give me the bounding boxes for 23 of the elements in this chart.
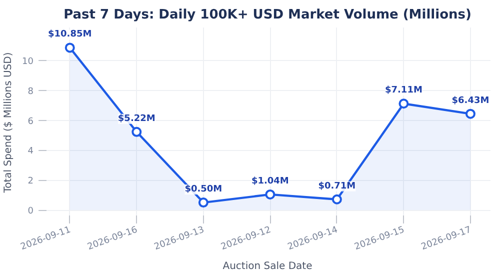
- data-label: $0.71M: [318, 181, 356, 192]
- point: [198, 198, 208, 208]
- data-label: $0.50M: [184, 184, 222, 195]
- y-tick-label: 4: [28, 146, 34, 157]
- point: [132, 126, 142, 137]
- data-label: $7.11M: [384, 86, 422, 96]
- point: [465, 108, 476, 119]
- y-tick-label: 2: [28, 176, 34, 187]
- y-tick-label: 10: [22, 56, 34, 67]
- data-label: $5.22M: [118, 114, 156, 124]
- y-axis-title: Total Spend ($ Millions USD): [3, 52, 14, 194]
- y-tick-label: 8: [28, 86, 34, 97]
- point: [332, 194, 342, 204]
- y-tick-label: 0: [28, 206, 34, 217]
- data-label: $1.04M: [251, 176, 289, 186]
- y-tick-label: 6: [28, 116, 34, 127]
- data-label: $10.85M: [48, 30, 92, 40]
- point: [64, 42, 75, 53]
- data-label: $6.43M: [452, 96, 490, 106]
- point: [265, 189, 276, 200]
- chart-title: Past 7 Days: Daily 100K+ USD Market Volume (Millions): [64, 8, 472, 22]
- x-axis-title: Auction Sale Date: [222, 261, 312, 272]
- point: [398, 98, 409, 109]
